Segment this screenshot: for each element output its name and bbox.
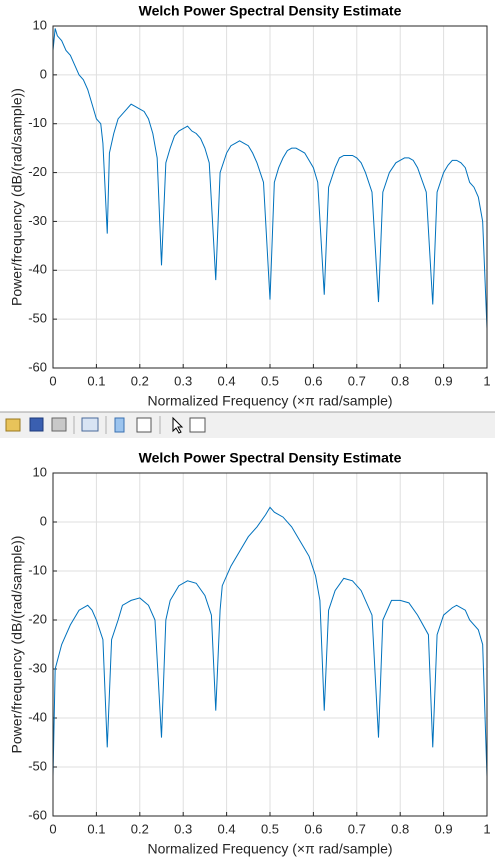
y-tick-label: -30: [28, 213, 47, 228]
x-tick-label: 0.6: [304, 373, 322, 388]
x-tick-label: 0.3: [174, 373, 192, 388]
x-tick-label: 0.8: [391, 373, 409, 388]
x-tick-label: 0.7: [348, 821, 366, 836]
chart-title: Welch Power Spectral Density Estimate: [139, 3, 402, 19]
x-tick-label: 0.7: [348, 373, 366, 388]
legend-button[interactable]: [136, 417, 152, 433]
y-tick-label: -20: [28, 611, 47, 626]
y-tick-label: -10: [28, 115, 47, 130]
y-tick-label: -50: [28, 758, 47, 773]
axes-box: [52, 472, 488, 817]
y-tick-label: -20: [28, 164, 47, 179]
chart-title: Welch Power Spectral Density Estimate: [139, 450, 402, 466]
y-tick-label: 0: [40, 513, 47, 528]
x-tick-label: 0.3: [174, 821, 192, 836]
y-axis-label: Power/frequency (dB/(rad/sample)): [9, 536, 25, 754]
link-button[interactable]: [81, 417, 99, 432]
colorbar-button[interactable]: [114, 417, 125, 433]
series-line: [52, 28, 488, 329]
property-button[interactable]: [189, 417, 206, 433]
x-tick-label: 0.5: [261, 373, 279, 388]
x-tick-label: 0.6: [304, 821, 322, 836]
y-tick-label: -30: [28, 660, 47, 675]
y-tick-label: -40: [28, 262, 47, 277]
y-tick-label: -60: [28, 807, 47, 822]
save-button[interactable]: [29, 417, 44, 432]
x-tick-label: 1: [483, 821, 490, 836]
x-tick-label: 0.4: [218, 821, 236, 836]
toolbar: [0, 411, 495, 438]
x-axis-label: Normalized Frequency (×π rad/sample): [147, 393, 392, 409]
x-tick-label: 0.9: [435, 821, 453, 836]
x-axis-label: Normalized Frequency (×π rad/sample): [147, 841, 392, 857]
x-tick-label: 0: [49, 373, 56, 388]
y-tick-label: 0: [40, 66, 47, 81]
x-tick-label: 0.1: [87, 821, 105, 836]
x-tick-label: 1: [483, 373, 490, 388]
x-tick-label: 0: [49, 821, 56, 836]
open-button[interactable]: [5, 418, 21, 432]
y-tick-label: -40: [28, 709, 47, 724]
axes-box: [52, 25, 488, 369]
x-tick-label: 0.9: [435, 373, 453, 388]
x-tick-label: 0.5: [261, 821, 279, 836]
x-tick-label: 0.2: [131, 821, 149, 836]
y-tick-label: -60: [28, 359, 47, 374]
print-button[interactable]: [51, 417, 67, 432]
pointer-button[interactable]: [172, 416, 184, 434]
y-tick-label: -50: [28, 311, 47, 326]
y-axis-label: Power/frequency (dB/(rad/sample)): [9, 88, 25, 306]
y-tick-label: -10: [28, 562, 47, 577]
x-tick-label: 0.1: [87, 373, 105, 388]
y-tick-label: 10: [33, 17, 47, 32]
x-tick-label: 0.2: [131, 373, 149, 388]
x-tick-label: 0.8: [391, 821, 409, 836]
series-line: [52, 506, 488, 777]
x-tick-label: 0.4: [218, 373, 236, 388]
y-tick-label: 10: [33, 464, 47, 479]
